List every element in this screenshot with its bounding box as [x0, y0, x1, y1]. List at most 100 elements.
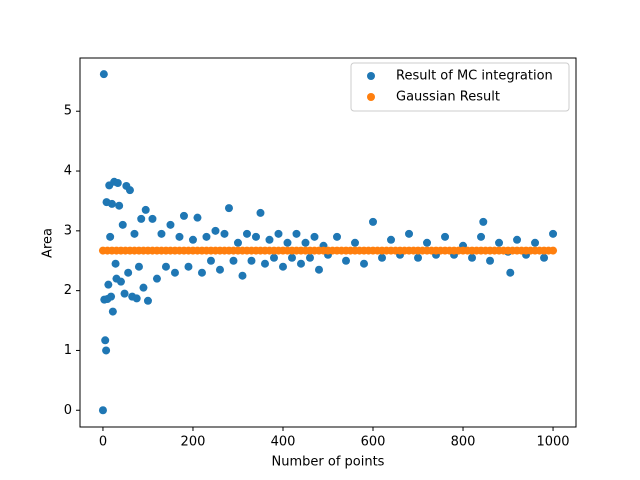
point: [387, 235, 396, 244]
y-tick-label: 1: [64, 343, 72, 358]
point: [549, 246, 558, 255]
point: [152, 274, 161, 283]
point: [175, 232, 184, 241]
x-tick-label: 0: [99, 435, 107, 450]
point: [107, 199, 116, 208]
point: [486, 256, 495, 265]
point: [197, 268, 206, 277]
point: [148, 214, 157, 223]
point: [479, 217, 488, 226]
x-tick-label: 1000: [536, 435, 569, 450]
point: [107, 292, 116, 301]
point: [378, 253, 387, 262]
point: [116, 277, 125, 286]
point: [506, 268, 515, 277]
point: [125, 186, 134, 195]
point: [193, 213, 202, 222]
point: [220, 229, 229, 238]
point: [441, 232, 450, 241]
point: [233, 238, 242, 247]
point: [423, 238, 432, 247]
point: [137, 214, 146, 223]
point: [274, 229, 283, 238]
point: [256, 208, 265, 217]
point: [301, 238, 310, 247]
point: [269, 253, 278, 262]
point: [124, 268, 133, 277]
point: [247, 256, 256, 265]
point: [495, 238, 504, 247]
point: [134, 262, 143, 271]
point: [224, 204, 233, 213]
point: [108, 307, 117, 316]
point: [229, 256, 238, 265]
x-tick-label: 800: [451, 435, 476, 450]
point: [540, 253, 549, 262]
point: [202, 232, 211, 241]
y-tick-label: 3: [64, 223, 72, 238]
point: [333, 232, 342, 241]
point: [296, 259, 305, 268]
point: [283, 238, 292, 247]
legend-box: [350, 62, 570, 112]
y-axis-label: Area: [41, 228, 56, 258]
point: [251, 232, 260, 241]
legend-marker: [367, 93, 375, 101]
point: [139, 283, 148, 292]
point: [360, 259, 369, 268]
point: [101, 336, 110, 345]
point: [211, 226, 220, 235]
y-tick-label: 5: [64, 104, 72, 119]
point: [351, 238, 360, 247]
point: [111, 259, 120, 268]
point: [115, 201, 124, 210]
point: [166, 220, 175, 229]
point: [104, 280, 113, 289]
point: [549, 229, 558, 238]
x-axis-label: Number of points: [272, 455, 385, 470]
point: [132, 294, 141, 303]
point: [287, 253, 296, 262]
point: [179, 211, 188, 220]
point: [414, 253, 423, 262]
point: [238, 271, 247, 280]
point: [477, 232, 486, 241]
point: [260, 259, 269, 268]
point: [120, 289, 129, 298]
point: [242, 229, 251, 238]
x-tick-label: 600: [361, 435, 386, 450]
point: [130, 229, 139, 238]
point: [161, 262, 170, 271]
point: [98, 406, 107, 415]
point: [215, 265, 224, 274]
point: [106, 232, 115, 241]
point: [99, 70, 108, 79]
point: [405, 229, 414, 238]
point: [342, 256, 351, 265]
legend-label: Gaussian Result: [396, 90, 500, 105]
point: [292, 229, 301, 238]
legend-marker: [367, 72, 375, 80]
point: [314, 265, 323, 274]
point: [278, 262, 287, 271]
point: [184, 262, 193, 271]
point: [157, 229, 166, 238]
point: [188, 235, 197, 244]
x-tick-label: 200: [181, 435, 206, 450]
point: [310, 232, 319, 241]
point: [118, 220, 127, 229]
y-tick-label: 0: [64, 403, 72, 418]
plot-frame: [79, 57, 577, 428]
y-tick-label: 2: [64, 283, 72, 298]
y-tick-label: 4: [64, 164, 72, 179]
point: [102, 346, 111, 355]
point: [141, 205, 150, 214]
point: [170, 268, 179, 277]
point: [143, 296, 152, 305]
point: [468, 253, 477, 262]
legend-label: Result of MC integration: [396, 69, 553, 84]
point: [113, 178, 122, 187]
point: [206, 256, 215, 265]
point: [369, 217, 378, 226]
